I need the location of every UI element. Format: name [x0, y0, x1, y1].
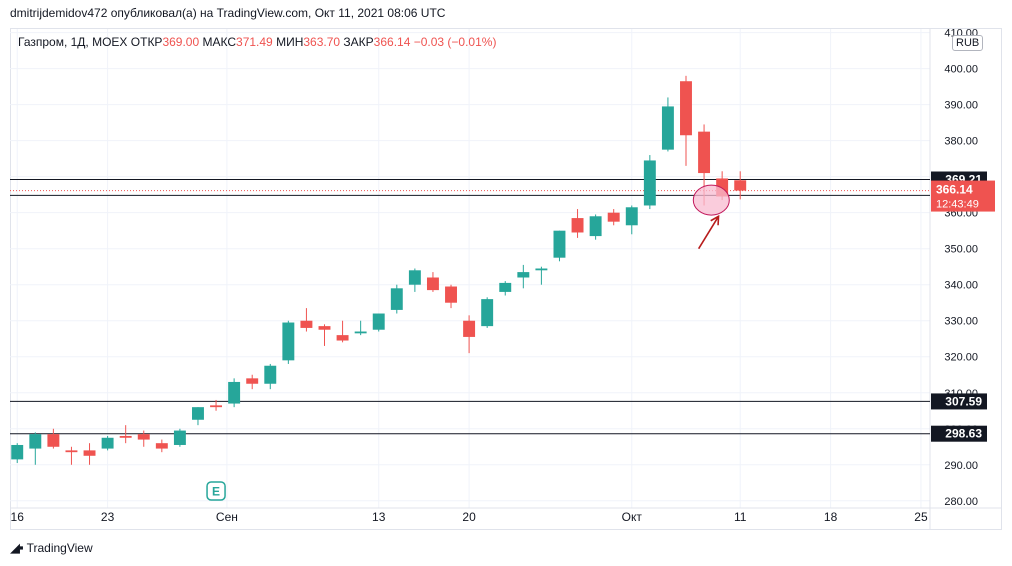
candle-body-down[interactable]: [47, 434, 60, 447]
candle-body-down[interactable]: [680, 81, 692, 136]
earnings-marker-icon[interactable]: [206, 481, 226, 501]
y-tick-label: 390.00: [944, 100, 978, 112]
last-price-label: 366.14: [936, 183, 973, 197]
candle-body-down[interactable]: [698, 131, 711, 174]
footer-branding[interactable]: ◢▪ TradingView: [10, 540, 93, 556]
earnings-marker-label: E: [212, 485, 220, 499]
x-tick-label: 23: [101, 510, 115, 524]
candle-body-up[interactable]: [354, 331, 367, 334]
annotation-arrow-shaft[interactable]: [697, 215, 720, 250]
candle-body-up[interactable]: [264, 365, 277, 384]
candle-body-up[interactable]: [11, 444, 24, 460]
level-price-label: 307.59: [945, 394, 982, 408]
legend-open-value: 369.00: [162, 35, 200, 49]
legend-low-label: МИН: [276, 35, 304, 49]
legend-close-label: ЗАКР: [343, 35, 374, 49]
y-tick-label: 340.00: [944, 280, 978, 292]
currency-unit-badge[interactable]: RUB: [952, 35, 984, 51]
level-price-label-bg: [931, 393, 987, 410]
y-tick-label: 400.00: [944, 64, 978, 76]
level-price-label-bg: [931, 425, 987, 442]
y-tick-label: 320.00: [944, 352, 978, 364]
candle-body-down[interactable]: [210, 405, 223, 408]
candle-body-up[interactable]: [625, 207, 638, 226]
candle-body-down[interactable]: [318, 326, 331, 330]
legend-low-value: 363.70: [303, 35, 341, 49]
legend-close-value: 366.14: [373, 35, 411, 49]
candle-body-down[interactable]: [119, 435, 132, 438]
y-tick-label: 290.00: [944, 460, 978, 472]
candle-body-up[interactable]: [173, 430, 186, 445]
last-price-label-bg: [931, 180, 995, 212]
candle-body-down[interactable]: [300, 320, 313, 328]
bar-countdown-label: 12:43:49: [936, 199, 979, 211]
candle-body-up[interactable]: [517, 272, 530, 278]
y-tick-label: 380.00: [944, 136, 978, 148]
ohlc-legend: Газпром, 1Д, MOEX ОТКР369.00 МАКС371.49 …: [18, 35, 496, 49]
legend-high-label: МАКС: [202, 35, 237, 49]
x-tick-label: 16: [11, 510, 25, 524]
candle-body-down[interactable]: [246, 378, 259, 384]
candle-body-down[interactable]: [65, 450, 78, 453]
candle-body-down[interactable]: [426, 277, 439, 291]
x-tick-label: 11: [734, 510, 747, 524]
candle-body-up[interactable]: [589, 216, 602, 237]
x-tick-label: 13: [372, 510, 386, 524]
y-tick-label: 280.00: [944, 496, 978, 508]
legend-open-label: ОТКР: [130, 35, 163, 49]
candle-body-down[interactable]: [336, 335, 349, 341]
annotation-arrow-head[interactable]: [710, 214, 720, 226]
candle-body-up[interactable]: [390, 288, 403, 310]
candle-body-up[interactable]: [481, 299, 494, 327]
tradingview-logo-icon: ◢▪: [10, 540, 24, 555]
candle-body-down[interactable]: [445, 286, 457, 303]
candle-body-down[interactable]: [137, 434, 150, 440]
chart-frame: [10, 28, 1002, 530]
candle-body-down[interactable]: [463, 320, 476, 337]
x-tick-label: 18: [824, 510, 838, 524]
x-tick-label: 20: [462, 510, 476, 524]
candle-body-up[interactable]: [499, 282, 512, 292]
candle-body-up[interactable]: [553, 230, 566, 258]
legend-change: −0.03 (−0.01%): [413, 35, 497, 49]
x-tick-label: 25: [914, 510, 928, 524]
candle-body-up[interactable]: [192, 407, 204, 420]
candle-body-up[interactable]: [661, 106, 674, 150]
candle-body-up[interactable]: [535, 268, 548, 271]
legend-symbol: Газпром, 1Д, MOEX: [18, 35, 128, 49]
candle-body-down[interactable]: [155, 443, 168, 449]
legend-high-value: 371.49: [236, 35, 273, 49]
highlight-ellipse[interactable]: [692, 184, 730, 216]
candle-body-down[interactable]: [83, 450, 96, 456]
candle-body-up[interactable]: [408, 270, 421, 285]
publisher-line: dmitrijdemidov472 опубликовал(а) на Trad…: [10, 6, 446, 20]
x-tick-label: Сен: [216, 510, 238, 524]
level-price-label: 298.63: [945, 427, 982, 441]
y-tick-label: 350.00: [944, 244, 978, 256]
x-tick-label: Окт: [622, 510, 643, 524]
candle-body-down[interactable]: [716, 178, 729, 197]
y-tick-label: 330.00: [944, 316, 978, 328]
candle-body-up[interactable]: [101, 437, 114, 449]
candle-body-up[interactable]: [372, 313, 385, 330]
candle-body-up[interactable]: [282, 322, 295, 361]
candle-body-down[interactable]: [571, 218, 584, 233]
candle-body-up[interactable]: [643, 160, 656, 206]
candle-body-down[interactable]: [734, 180, 747, 191]
candle-body-down[interactable]: [607, 212, 620, 222]
candle-body-up[interactable]: [228, 381, 241, 404]
brand-name: TradingView: [26, 541, 93, 555]
candle-body-up[interactable]: [29, 434, 42, 449]
